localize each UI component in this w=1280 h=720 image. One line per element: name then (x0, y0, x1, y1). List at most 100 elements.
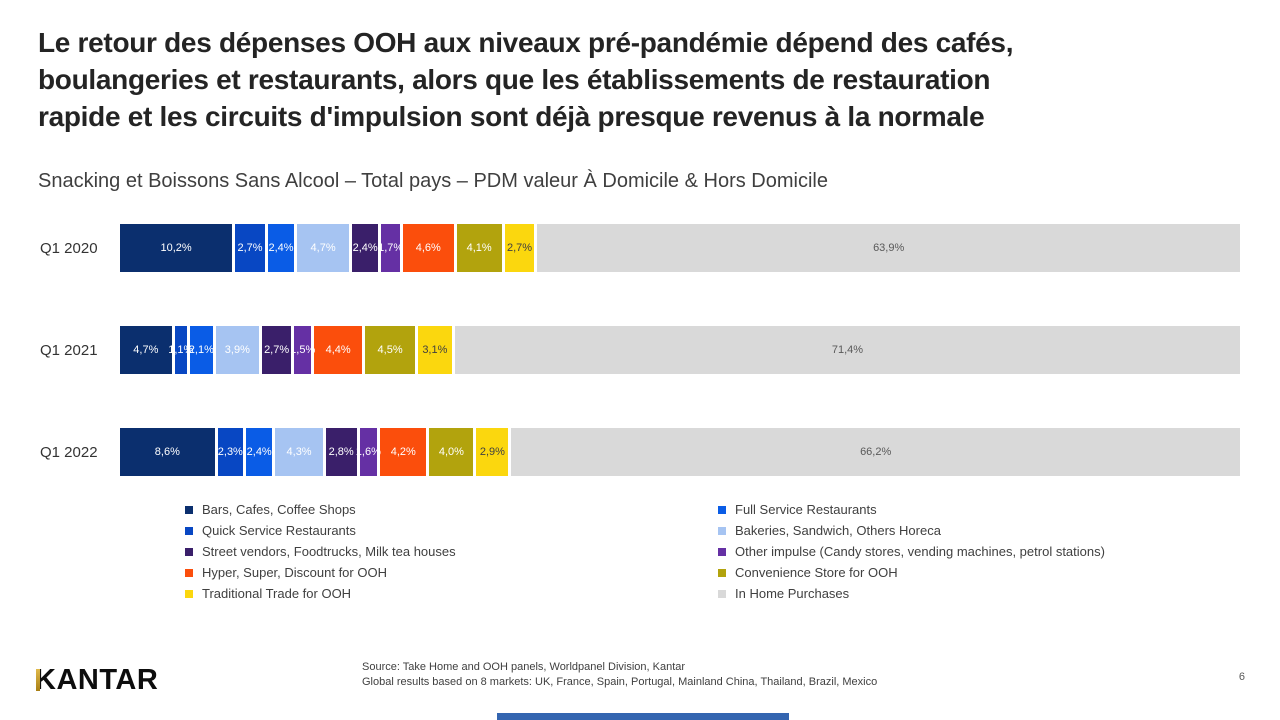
segment-value-label: 2,4% (268, 242, 294, 254)
stacked-bar: 4,7% 1,1% 2,1% 3,9% 2,7% 1,5% 4,4% 4,5% 3,1% 71,4… (120, 326, 1241, 374)
legend-label: Convenience Store for OOH (735, 565, 898, 580)
bar-segment: 2,7% (261, 326, 292, 374)
segment-value-label: 2,9% (479, 446, 505, 458)
bar-segment: 4,3% (275, 428, 323, 476)
bar-segment: 3,9% (215, 326, 259, 374)
bar-segment: 2,4% (267, 224, 295, 272)
bar-segment: 1,1% (168, 326, 193, 374)
slide-subtitle: Snacking et Boissons Sans Alcool – Total… (38, 170, 828, 192)
segment-value-label: 2,4% (246, 446, 272, 458)
bar-segment: 2,4% (245, 428, 273, 476)
legend-marker-icon (185, 568, 193, 577)
legend-marker-icon (718, 547, 726, 556)
legend-marker-icon (718, 526, 726, 535)
kantar-logo: KANTAR (35, 664, 158, 697)
legend-label: In Home Purchases (735, 586, 850, 601)
segment-value-label: 2,1% (188, 344, 214, 356)
stacked-bar: 8,6% 2,3% 2,4% 4,3% 2,8% 1,6% 4,2% 4,0% 2,9% 66,2… (120, 428, 1240, 476)
segment-value-label: 2,7% (264, 344, 290, 356)
segment-value-label: 4,5% (377, 344, 403, 356)
bar-segment: 4,7% (297, 224, 349, 272)
kantar-logo-k-accent (36, 669, 40, 691)
bar-segment: 63,9% (537, 224, 1240, 272)
bar-segment: 1,5% (290, 326, 315, 374)
segment-value-label: 10,2% (160, 242, 192, 254)
segment-value-label: 4,7% (310, 242, 336, 254)
segment-value-label: 4,3% (286, 446, 312, 458)
legend-item: In Home Purchases (718, 586, 1105, 601)
segment-value-label: 2,8% (328, 446, 354, 458)
legend-item: Traditional Trade for OOH (185, 586, 718, 601)
segment-value-label: 2,7% (506, 242, 533, 254)
segment-value-label: 1,1% (168, 344, 194, 356)
bar-segment: 2,8% (325, 428, 357, 476)
segment-value-label: 4,1% (466, 242, 492, 254)
bar-segment: 4,5% (365, 326, 415, 374)
segment-value-label: 4,7% (133, 344, 159, 356)
bar-segment: 2,1% (188, 326, 214, 374)
legend-marker-icon (185, 547, 193, 556)
legend-marker-icon (718, 505, 726, 514)
stacked-bar-chart: Q1 2020 10,2% 2,7% 2,4% 4,7% 2,4% 1,7% 4,6% 4,1%… (40, 224, 1241, 530)
segment-value-label: 2,3% (217, 446, 243, 458)
kantar-logo-text: KANTAR (35, 664, 159, 696)
segment-value-label: 63,9% (873, 242, 905, 254)
bar-segment: 4,1% (456, 224, 502, 272)
legend-item: Quick Service Restaurants (185, 523, 718, 538)
bar-segment: 2,7% (504, 224, 535, 272)
legend-label: Bars, Cafes, Coffee Shops (202, 502, 356, 517)
segment-value-label: 2,4% (352, 242, 378, 254)
bar-segment: 8,6% (120, 428, 215, 476)
segment-value-label: 3,1% (422, 344, 448, 356)
legend-column-left: Bars, Cafes, Coffee Shops Quick Service R… (185, 502, 718, 601)
chart-row: Q1 2021 4,7% 1,1% 2,1% 3,9% 2,7% 1,5% 4,4% 4,5% 3… (40, 326, 1241, 374)
legend-marker-icon (185, 589, 193, 598)
page-number: 6 (1238, 671, 1245, 683)
source-line-2: Global results based on 8 markets: UK, F… (362, 676, 878, 688)
legend-column-right: Full Service Restaurants Bakeries, Sandwi… (718, 502, 1105, 601)
category-label: Q1 2022 (40, 443, 98, 461)
segment-value-label: 1,6% (355, 446, 381, 458)
segment-value-label: 1,5% (290, 344, 316, 356)
chart-row: Q1 2022 8,6% 2,3% 2,4% 4,3% 2,8% 1,6% 4,2% 4,0% 2… (40, 428, 1240, 476)
bar-segment: 1,7% (378, 224, 404, 272)
legend-marker-icon (718, 589, 726, 598)
segment-value-label: 4,0% (438, 446, 464, 458)
legend-item: Street vendors, Foodtrucks, Milk tea hou… (185, 544, 718, 559)
segment-value-label: 8,6% (154, 446, 180, 458)
segment-value-label: 71,4% (831, 344, 864, 356)
legend-item: Convenience Store for OOH (718, 565, 1105, 580)
segment-value-label: 3,9% (224, 344, 250, 356)
bar-segment: 4,6% (403, 224, 454, 272)
category-label: Q1 2020 (40, 239, 98, 257)
segment-value-label: 1,7% (378, 242, 404, 254)
bar-segment: 4,0% (429, 428, 474, 476)
bar-segment: 4,4% (313, 326, 363, 374)
bar-segment: 4,2% (380, 428, 427, 476)
category-label: Q1 2021 (40, 341, 98, 359)
legend-label: Full Service Restaurants (735, 502, 877, 517)
bar-segment: 2,7% (235, 224, 265, 272)
bottom-accent-bar (497, 713, 789, 720)
bar-segment: 71,4% (454, 326, 1241, 374)
slide-title-line1: Le retour des dépenses OOH aux niveaux p… (38, 27, 1014, 58)
chart-legend: Bars, Cafes, Coffee Shops Quick Service R… (185, 502, 1105, 601)
bar-segment: 10,2% (120, 224, 233, 272)
legend-item: Bakeries, Sandwich, Others Horeca (718, 523, 1105, 538)
slide-title: Le retour des dépenses OOH aux niveaux p… (38, 24, 1208, 135)
bar-segment: 2,9% (476, 428, 509, 476)
bar-segment: 2,3% (217, 428, 243, 476)
bar-segment: 66,2% (511, 428, 1240, 476)
slide-title-line2: boulangeries et restaurants, alors que l… (38, 64, 991, 95)
legend-label: Other impulse (Candy stores, vending mac… (735, 544, 1105, 559)
source-note: Source: Take Home and OOH panels, Worldp… (362, 660, 877, 690)
legend-label: Quick Service Restaurants (202, 523, 356, 538)
segment-value-label: 4,2% (390, 446, 416, 458)
legend-marker-icon (718, 568, 726, 577)
legend-label: Traditional Trade for OOH (202, 586, 352, 601)
legend-marker-icon (185, 526, 193, 535)
chart-row: Q1 2020 10,2% 2,7% 2,4% 4,7% 2,4% 1,7% 4,6% 4,1%… (40, 224, 1240, 272)
source-line-1: Source: Take Home and OOH panels, Worldp… (362, 661, 686, 673)
bar-segment: 3,1% (417, 326, 452, 374)
